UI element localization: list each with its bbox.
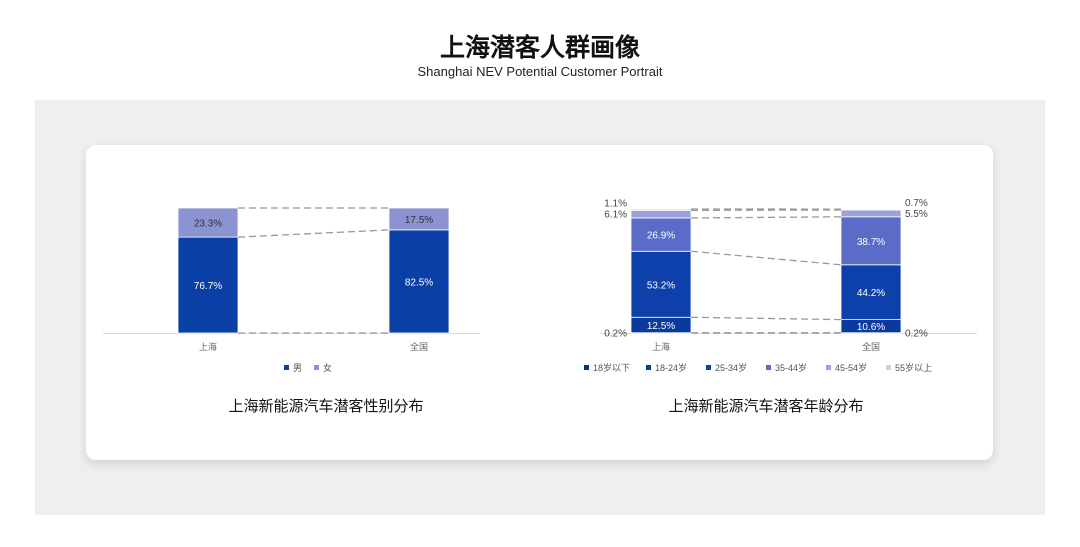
- bar-segment: [840, 209, 902, 218]
- legend-label: 55岁以上: [895, 362, 932, 373]
- gender-chart: 76.7% 23.3% 上海 82.5% 17.5% 全国男 女: [103, 207, 480, 373]
- connector-line: [690, 250, 842, 266]
- legend-label: 18岁以下: [593, 362, 630, 373]
- data-label: 26.9%: [647, 231, 675, 242]
- data-label: 1.1%: [604, 199, 627, 210]
- gender-chart-title: 上海新能源汽车潜客性别分布: [228, 397, 424, 415]
- bar-segment: [630, 209, 692, 219]
- legend-swatch: [706, 365, 711, 370]
- legend-label: 45-54岁: [835, 362, 867, 373]
- connector-line: [690, 316, 842, 321]
- chart-card: 76.7% 23.3% 上海 82.5% 17.5% 全国男 女 12.5% 53.2% 26.…: [86, 145, 993, 460]
- page-title: 上海潜客人群画像: [439, 33, 640, 62]
- data-label: 10.6%: [857, 322, 885, 333]
- legend-swatch: [766, 365, 771, 370]
- legend-swatch: [886, 365, 891, 370]
- legend-label: 35-44岁: [775, 362, 807, 373]
- bar-segment: [840, 264, 902, 321]
- category-label: 上海: [199, 341, 217, 352]
- bar-segment: [177, 236, 239, 334]
- legend-label: 25-34岁: [715, 362, 747, 373]
- category-label: 全国: [862, 341, 880, 352]
- page-subtitle: Shanghai NEV Potential Customer Portrait: [417, 64, 663, 79]
- data-label: 44.2%: [857, 288, 885, 299]
- bar-segment: [630, 208, 692, 211]
- data-label: 76.7%: [194, 281, 222, 292]
- data-label: 0.2%: [905, 328, 928, 339]
- connector-line: [237, 229, 390, 238]
- legend-label: 18-24岁: [655, 362, 687, 373]
- bar-segment: [177, 207, 239, 238]
- bar-segment: [388, 207, 450, 231]
- age-chart: 12.5% 53.2% 26.9% 0.2% 6.1%1.1% 上海 10.6% 44.2% 3…: [584, 198, 977, 373]
- category-label: 全国: [410, 341, 428, 352]
- connector-line: [690, 216, 842, 219]
- legend-label: 男: [293, 363, 302, 373]
- bar-segment: [630, 250, 692, 318]
- data-label: 6.1%: [604, 210, 627, 221]
- category-label: 上海: [652, 341, 670, 352]
- data-label: 12.5%: [647, 321, 675, 332]
- legend-label: 女: [323, 362, 332, 373]
- legend-swatch: [826, 365, 831, 370]
- data-label: 23.3%: [194, 219, 222, 230]
- legend-swatch: [584, 365, 589, 370]
- data-label: 17.5%: [405, 215, 433, 226]
- data-label: 38.7%: [857, 237, 885, 248]
- data-label: 53.2%: [647, 280, 675, 291]
- legend-swatch: [284, 365, 289, 370]
- data-label: 0.2%: [604, 328, 627, 339]
- legend-swatch: [646, 365, 651, 370]
- bar-segment: [840, 208, 902, 211]
- bar-segment: [840, 216, 902, 266]
- data-label: 82.5%: [405, 277, 433, 288]
- data-label: 5.5%: [905, 209, 928, 220]
- legend-swatch: [314, 365, 319, 370]
- bar-segment: [630, 217, 692, 252]
- age-chart-title: 上海新能源汽车潜客年龄分布: [668, 397, 864, 415]
- data-label: 0.7%: [905, 198, 928, 209]
